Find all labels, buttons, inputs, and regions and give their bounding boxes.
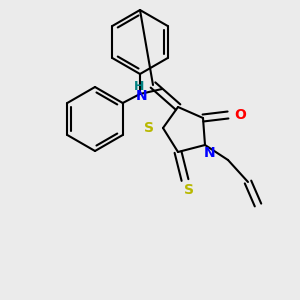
Text: N: N bbox=[136, 89, 148, 103]
Text: N: N bbox=[204, 146, 216, 160]
Text: S: S bbox=[144, 121, 154, 135]
Text: H: H bbox=[134, 80, 144, 94]
Text: S: S bbox=[184, 183, 194, 197]
Text: O: O bbox=[234, 108, 246, 122]
